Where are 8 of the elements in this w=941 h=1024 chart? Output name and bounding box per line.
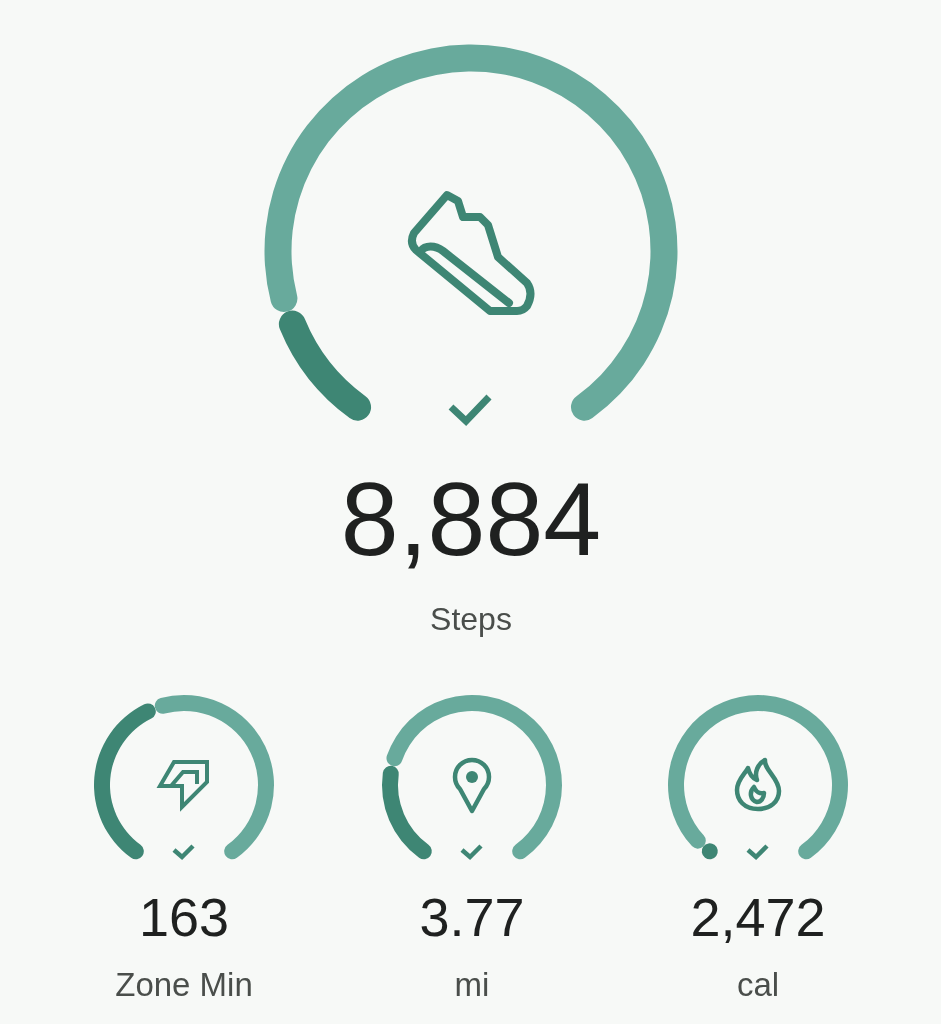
text: Zone Min: [115, 966, 253, 1003]
text: Steps: [430, 601, 512, 637]
text: 163: [138, 887, 230, 947]
text: 2,472: [690, 887, 826, 947]
text: 3.77: [419, 887, 525, 947]
text: 8,884: [340, 461, 602, 577]
text: cal: [736, 966, 780, 1003]
text: mi: [454, 966, 490, 1003]
